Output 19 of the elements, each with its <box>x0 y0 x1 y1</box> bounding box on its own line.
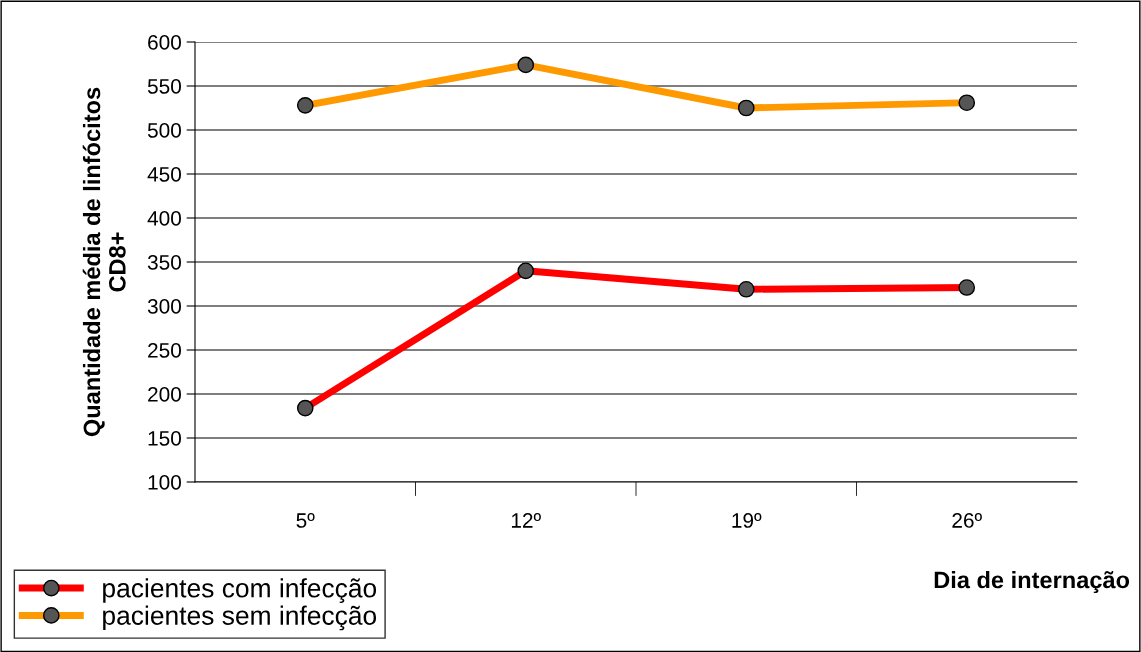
x-tick-label: 5º <box>296 513 315 528</box>
y-tick-label: 450 <box>147 167 181 182</box>
y-tick-label: 600 <box>148 35 181 50</box>
y-tick-label: 300 <box>147 299 181 314</box>
x-tick-label: 12º <box>511 513 541 528</box>
y-tick-label: 200 <box>148 387 181 402</box>
legend-label: pacientes sem infecção <box>103 605 377 631</box>
legend-label: pacientes com infecção <box>103 578 377 603</box>
y-tick-label: 550 <box>147 79 181 94</box>
y-tick-label: 100 <box>148 475 181 490</box>
y-tick-label: 350 <box>147 255 181 270</box>
y-axis-title: Quantidade média de linfócitos CD8+ <box>82 87 126 437</box>
y-tick-label: 500 <box>147 123 181 138</box>
x-tick-label: 19º <box>732 513 762 528</box>
y-tick-label: 150 <box>148 431 181 446</box>
x-axis-title: Dia de internação <box>934 570 1130 594</box>
y-tick-label: 400 <box>147 211 181 226</box>
x-tick-label: 26º <box>952 513 982 528</box>
y-tick-label: 250 <box>148 343 181 358</box>
